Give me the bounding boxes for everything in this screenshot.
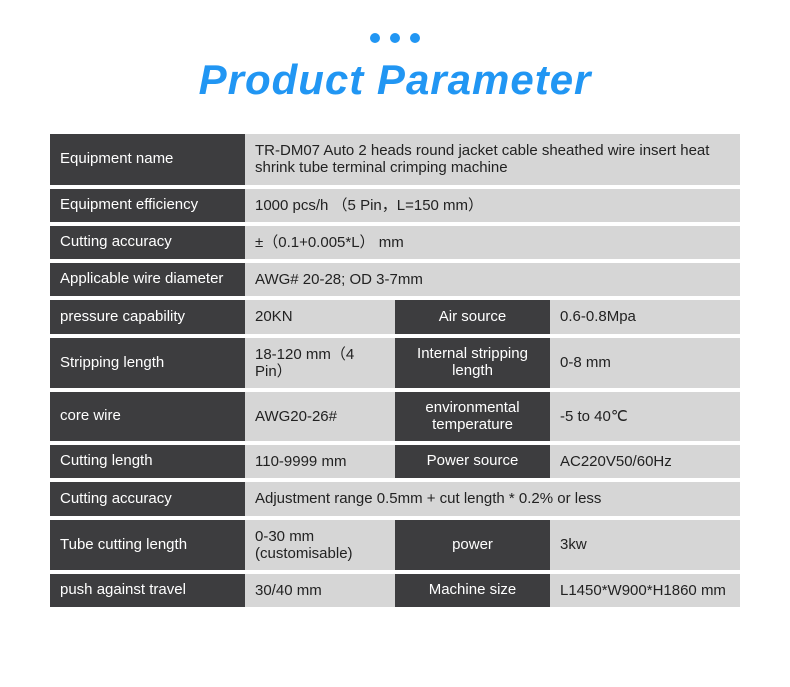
- table-row: pressure capability 20KN Air source 0.6-…: [50, 300, 740, 333]
- table-row: Cutting accuracy Adjustment range 0.5mm …: [50, 482, 740, 515]
- param-label: Internal stripping length: [395, 338, 550, 389]
- param-label: Equipment name: [50, 134, 245, 185]
- table-row: push against travel 30/40 mm Machine siz…: [50, 574, 740, 607]
- param-label: Cutting accuracy: [50, 226, 245, 259]
- table-row: Equipment name TR-DM07 Auto 2 heads roun…: [50, 134, 740, 185]
- param-label: power: [395, 520, 550, 571]
- parameter-table: Equipment name TR-DM07 Auto 2 heads roun…: [50, 134, 740, 607]
- param-label: Equipment efficiency: [50, 189, 245, 222]
- table-row: Tube cutting length 0-30 mm (customisabl…: [50, 520, 740, 571]
- param-value: AWG20-26#: [245, 392, 395, 441]
- param-value: Adjustment range 0.5mm + cut length * 0.…: [245, 482, 740, 515]
- table-row: Applicable wire diameter AWG# 20-28; OD …: [50, 263, 740, 296]
- page-title: Product Parameter: [50, 56, 740, 104]
- param-value: TR-DM07 Auto 2 heads round jacket cable …: [245, 134, 740, 185]
- table-row: Equipment efficiency 1000 pcs/h （5 Pin，L…: [50, 189, 740, 222]
- param-value: AWG# 20-28; OD 3-7mm: [245, 263, 740, 296]
- param-value: 1000 pcs/h （5 Pin，L=150 mm）: [245, 189, 740, 222]
- param-label: Applicable wire diameter: [50, 263, 245, 296]
- decorative-dots: [50, 30, 740, 48]
- param-value: 30/40 mm: [245, 574, 395, 607]
- param-value: L1450*W900*H1860 mm: [550, 574, 740, 607]
- page-container: Product Parameter Equipment name TR-DM07…: [0, 0, 790, 631]
- param-value: ±（0.1+0.005*L） mm: [245, 226, 740, 259]
- param-value: 0-30 mm (customisable): [245, 520, 395, 571]
- param-value: 0.6-0.8Mpa: [550, 300, 740, 333]
- param-value: 110-9999 mm: [245, 445, 395, 478]
- param-value: 0-8 mm: [550, 338, 740, 389]
- param-label: Stripping length: [50, 338, 245, 389]
- param-label: core wire: [50, 392, 245, 441]
- param-value: AC220V50/60Hz: [550, 445, 740, 478]
- param-label: Cutting accuracy: [50, 482, 245, 515]
- param-label: Cutting length: [50, 445, 245, 478]
- param-label: environmental temperature: [395, 392, 550, 441]
- param-value: 3kw: [550, 520, 740, 571]
- param-label: Power source: [395, 445, 550, 478]
- param-value: 20KN: [245, 300, 395, 333]
- dot-icon: [390, 33, 400, 43]
- param-value: -5 to 40℃: [550, 392, 740, 441]
- param-value: 18-120 mm（4 Pin）: [245, 338, 395, 389]
- table-row: Stripping length 18-120 mm（4 Pin） Intern…: [50, 338, 740, 389]
- table-row: Cutting length 110-9999 mm Power source …: [50, 445, 740, 478]
- dot-icon: [370, 33, 380, 43]
- param-label: pressure capability: [50, 300, 245, 333]
- param-label: push against travel: [50, 574, 245, 607]
- param-label: Machine size: [395, 574, 550, 607]
- dot-icon: [410, 33, 420, 43]
- table-row: core wire AWG20-26# environmental temper…: [50, 392, 740, 441]
- param-label: Air source: [395, 300, 550, 333]
- param-label: Tube cutting length: [50, 520, 245, 571]
- table-row: Cutting accuracy ±（0.1+0.005*L） mm: [50, 226, 740, 259]
